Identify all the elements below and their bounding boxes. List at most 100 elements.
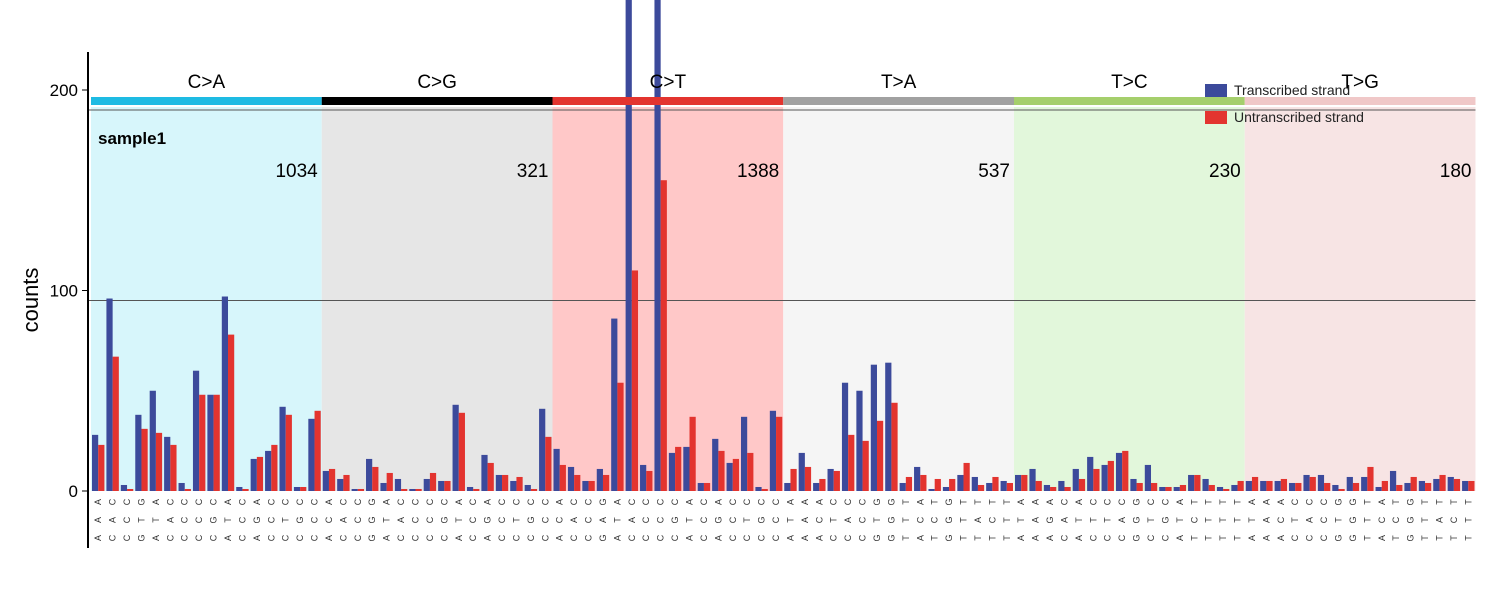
x-context-3p-c-to-a-15: C (310, 516, 320, 523)
bar-transcribed-t-to-a-8 (899, 482, 906, 491)
bar-transcribed-c-to-t-12 (726, 462, 733, 491)
x-context-base-t-to-g-14: T (1449, 535, 1459, 541)
x-context-3p-t-to-a-5: C (858, 516, 868, 523)
bar-untranscribed-t-to-g-10 (1396, 484, 1403, 491)
bar-transcribed-c-to-g-11 (481, 454, 488, 491)
bar-untranscribed-t-to-g-2 (1280, 478, 1288, 491)
x-context-3p-t-to-g-10: C (1391, 516, 1401, 523)
x-context-base-c-to-a-13: C (281, 534, 291, 541)
x-context-base-t-to-c-7: C (1117, 534, 1127, 541)
x-context-3p-t-to-c-3: A (1059, 517, 1069, 523)
x-context-base-t-to-g-8: T (1362, 535, 1372, 541)
x-context-5p-c-to-t-3: G (598, 498, 608, 505)
x-context-base-t-to-c-2: A (1045, 535, 1055, 541)
x-context-base-c-to-a-15: C (310, 534, 320, 541)
bar-transcribed-c-to-g-12 (495, 474, 503, 491)
x-context-3p-t-to-a-9: C (915, 516, 925, 523)
bar-transcribed-c-to-t-14 (755, 486, 762, 491)
x-context-base-c-to-a-9: A (223, 535, 233, 541)
bar-untranscribed-t-to-a-10 (934, 478, 941, 491)
x-context-3p-c-to-a-5: A (165, 517, 175, 523)
x-context-5p-c-to-t-2: C (584, 498, 594, 505)
x-context-3p-t-to-c-13: T (1204, 517, 1214, 523)
x-context-5p-c-to-a-8: C (209, 498, 219, 505)
bar-untranscribed-c-to-t-6 (646, 470, 653, 491)
bar-untranscribed-t-to-a-9 (920, 474, 927, 491)
x-context-3p-c-to-a-6: C (180, 516, 190, 523)
bar-untranscribed-t-to-a-8 (905, 476, 913, 491)
x-context-base-c-to-t-6: C (641, 534, 651, 541)
x-context-base-c-to-g-0: A (324, 535, 334, 541)
bar-transcribed-t-to-c-11 (1173, 486, 1180, 491)
x-context-5p-t-to-a-0: A (785, 499, 795, 505)
x-context-3p-c-to-t-15: C (771, 516, 781, 523)
x-context-5p-t-to-c-15: T (1233, 499, 1243, 505)
bar-transcribed-t-to-g-3 (1289, 482, 1296, 491)
x-context-5p-t-to-a-13: T (973, 499, 983, 505)
x-context-3p-c-to-a-8: G (209, 516, 219, 523)
bar-transcribed-t-to-c-15 (1231, 484, 1238, 491)
bar-untranscribed-c-to-g-13 (516, 476, 523, 491)
x-context-base-c-to-a-1: C (108, 534, 118, 541)
x-context-3p-t-to-c-10: G (1160, 516, 1170, 523)
x-context-base-t-to-a-9: A (915, 535, 925, 541)
bar-untranscribed-t-to-a-1 (804, 466, 812, 491)
x-context-5p-c-to-a-14: C (295, 498, 305, 505)
bar-transcribed-c-to-g-7 (423, 478, 430, 491)
legend-swatch-untranscribed (1205, 111, 1227, 124)
x-context-3p-t-to-a-15: T (1002, 517, 1012, 523)
bar-untranscribed-c-to-a-5 (170, 444, 177, 491)
bar-untranscribed-c-to-t-0 (559, 464, 566, 491)
x-context-base-t-to-c-4: A (1074, 535, 1084, 541)
x-context-3p-t-to-g-2: C (1276, 516, 1286, 523)
bar-transcribed-c-to-a-15 (308, 418, 315, 491)
panel-bg-t-to-c (1014, 107, 1245, 491)
strip-label-t-to-c: T>C (1111, 72, 1147, 93)
x-context-base-c-to-g-9: A (454, 535, 464, 541)
bar-transcribed-t-to-a-11 (942, 486, 950, 491)
x-context-5p-c-to-t-13: C (742, 498, 752, 505)
bar-untranscribed-c-to-t-15 (776, 416, 783, 491)
x-context-base-t-to-a-15: T (1002, 535, 1012, 541)
bar-untranscribed-c-to-a-6 (184, 488, 191, 491)
x-context-3p-t-to-a-13: A (973, 517, 983, 523)
x-context-base-c-to-g-3: G (367, 534, 377, 541)
x-context-3p-c-to-t-1: A (569, 517, 579, 523)
bar-untranscribed-c-to-g-12 (502, 474, 509, 491)
x-context-base-c-to-t-3: G (598, 534, 608, 541)
x-context-base-c-to-t-10: C (699, 534, 709, 541)
x-context-3p-t-to-c-12: C (1189, 516, 1199, 523)
x-context-base-t-to-c-14: T (1218, 535, 1228, 541)
x-context-base-c-to-t-1: C (569, 534, 579, 541)
x-context-3p-c-to-g-11: G (483, 516, 493, 523)
x-context-base-t-to-g-10: T (1391, 535, 1401, 541)
bar-transcribed-c-to-g-14 (524, 484, 531, 491)
x-context-3p-c-to-t-5: A (627, 517, 637, 523)
x-context-5p-t-to-c-0: A (1016, 499, 1026, 505)
x-context-3p-t-to-c-0: T (1016, 517, 1026, 523)
panel-bg-t-to-a (783, 107, 1014, 491)
bar-untranscribed-c-to-t-4 (617, 382, 624, 491)
x-context-3p-c-to-t-2: C (584, 516, 594, 523)
x-context-5p-t-to-g-14: T (1449, 499, 1459, 505)
bar-untranscribed-t-to-g-5 (1324, 482, 1331, 491)
bar-untranscribed-t-to-c-13 (1208, 484, 1215, 491)
strip-label-c-to-t: C>T (650, 72, 687, 93)
x-context-5p-c-to-g-0: A (324, 499, 334, 505)
bar-untranscribed-c-to-g-15 (545, 436, 552, 491)
x-context-3p-c-to-g-0: C (324, 516, 334, 523)
x-context-5p-c-to-t-9: A (685, 499, 695, 505)
x-context-base-c-to-t-2: C (584, 534, 594, 541)
bar-transcribed-t-to-a-10 (928, 488, 935, 491)
x-context-3p-c-to-t-14: G (757, 516, 767, 523)
bar-transcribed-c-to-a-10 (236, 486, 243, 491)
bar-transcribed-c-to-t-15 (769, 410, 777, 491)
bar-transcribed-t-to-a-2 (813, 482, 820, 491)
bar-transcribed-t-to-a-5 (856, 390, 863, 491)
legend-swatch-transcribed (1205, 84, 1227, 97)
y-tick-label-0: 0 (69, 482, 78, 501)
x-context-5p-c-to-a-7: C (194, 498, 204, 505)
bar-untranscribed-c-to-a-13 (285, 414, 292, 491)
x-context-5p-c-to-g-7: C (425, 498, 435, 505)
